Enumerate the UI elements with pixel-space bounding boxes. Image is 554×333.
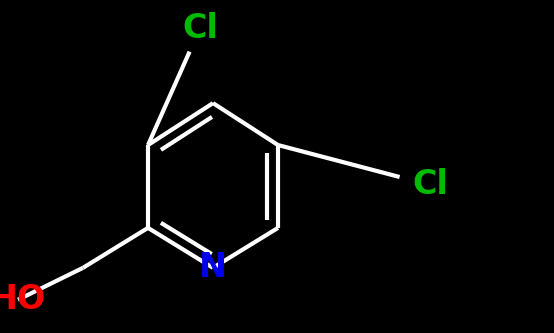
- Text: HO: HO: [0, 283, 46, 316]
- Text: N: N: [199, 251, 227, 284]
- Text: Cl: Cl: [182, 12, 218, 45]
- Text: Cl: Cl: [412, 168, 448, 201]
